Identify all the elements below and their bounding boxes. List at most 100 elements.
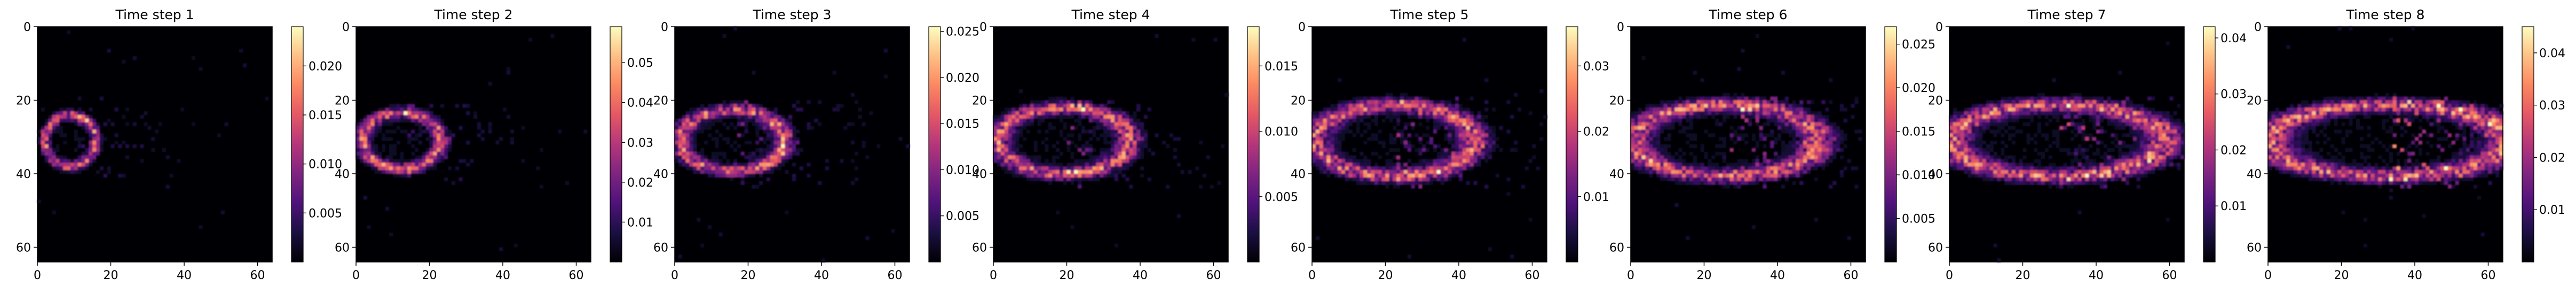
heatmap-cell <box>477 133 481 137</box>
heatmap-cell <box>766 111 771 115</box>
heatmap-cell <box>1078 111 1082 115</box>
heatmap-cell <box>2059 107 2064 112</box>
heatmap-cell <box>1645 155 1649 159</box>
heatmap-cell <box>1784 163 1789 167</box>
heatmap-cell <box>730 100 734 104</box>
heatmap-cell <box>862 122 866 126</box>
heatmap-cell <box>1741 133 1745 137</box>
colorbar-tick-label: 0.010 <box>1265 126 1298 139</box>
heatmap-cell <box>1949 163 1954 167</box>
heatmap-cell <box>1015 118 1020 123</box>
heatmap-cell <box>1774 177 1778 182</box>
heatmap-cell <box>2162 144 2166 149</box>
heatmap-cell <box>1982 159 1987 163</box>
heatmap-cell <box>1832 133 1837 137</box>
heatmap-cell <box>1433 148 1437 152</box>
heatmap-cell <box>2169 137 2174 141</box>
heatmap-cell <box>1000 126 1005 130</box>
heatmap-cell <box>2129 170 2134 174</box>
heatmap-cell <box>2085 96 2089 101</box>
heatmap-cell <box>689 166 693 171</box>
heatmap-cell <box>1631 144 1635 149</box>
heatmap-cell <box>693 129 697 134</box>
heatmap-cell <box>1693 111 1697 115</box>
heatmap-cell <box>1799 151 1804 156</box>
heatmap-cell <box>1059 166 1063 171</box>
heatmap-cell <box>147 126 152 130</box>
heatmap-cell <box>1111 141 1115 145</box>
heatmap-cell <box>1338 133 1342 137</box>
heatmap-cell <box>781 115 785 119</box>
heatmap-cell <box>1971 174 1976 178</box>
heatmap-cell <box>1993 141 1997 145</box>
heatmap-cell <box>1319 163 1323 167</box>
heatmap-cell <box>2147 159 2152 163</box>
heatmap-cell <box>382 159 386 163</box>
heatmap-cell <box>1792 170 1796 174</box>
heatmap-cell <box>2070 170 2075 174</box>
heatmap-cell <box>1396 129 1401 134</box>
heatmap-cell <box>81 163 85 167</box>
heatmap-cell <box>2166 159 2170 163</box>
heatmap-cell <box>356 126 360 130</box>
heatmap-cell <box>1426 181 1430 185</box>
heatmap-cell <box>1708 170 1712 174</box>
heatmap-cell <box>63 115 67 119</box>
heatmap-cell <box>415 170 419 174</box>
heatmap-cell <box>1111 166 1115 171</box>
heatmap-cell <box>704 163 708 167</box>
heatmap-cell <box>1396 104 1401 108</box>
heatmap-cell <box>1975 133 1979 137</box>
heatmap-cell <box>1821 115 1826 119</box>
heatmap-cell <box>2103 159 2107 163</box>
heatmap-cell <box>2085 166 2089 171</box>
heatmap-cell <box>2118 71 2122 75</box>
heatmap-cell <box>2008 126 2012 130</box>
heatmap-cell <box>1696 107 1701 112</box>
heatmap-cell <box>1829 133 1833 137</box>
heatmap-cell <box>382 118 386 123</box>
heatmap-cell <box>2092 118 2097 123</box>
heatmap-cell <box>1055 177 1060 182</box>
heatmap-cell <box>1100 115 1104 119</box>
heatmap-cell <box>1403 144 1408 149</box>
heatmap-cell <box>92 137 97 141</box>
heatmap-cell <box>1638 118 1642 123</box>
heatmap-cell <box>1674 100 1679 104</box>
heatmap-cell <box>1070 96 1074 101</box>
heatmap-cell <box>2147 133 2152 137</box>
heatmap-cell <box>425 163 430 167</box>
heatmap-cell <box>693 118 697 123</box>
heatmap-cell <box>1539 137 1544 141</box>
heatmap-cell <box>1048 107 1053 112</box>
heatmap-cell <box>1323 151 1327 156</box>
heatmap-cell <box>1356 181 1360 185</box>
heatmap-cell <box>1631 148 1635 152</box>
heatmap-cell <box>1784 96 1789 101</box>
heatmap-cell <box>1788 166 1792 171</box>
heatmap-cell <box>1964 148 1968 152</box>
heatmap-cell <box>1356 174 1360 178</box>
heatmap-cell <box>2092 111 2097 115</box>
heatmap-cell <box>1451 174 1456 178</box>
heatmap-cell <box>389 159 393 163</box>
heatmap-cell <box>2173 141 2177 145</box>
heatmap-cell <box>74 163 78 167</box>
heatmap-cell <box>1964 126 1968 130</box>
heatmap-cell <box>718 170 723 174</box>
heatmap-cell <box>1989 100 1994 104</box>
heatmap-cell <box>1319 126 1323 130</box>
heatmap-cell <box>685 115 690 119</box>
heatmap-cell <box>1953 144 1957 149</box>
heatmap-cell <box>359 126 364 130</box>
heatmap-cell <box>2129 115 2134 119</box>
heatmap-cell <box>1495 174 1499 178</box>
heatmap-cell <box>1041 100 1045 104</box>
heatmap-cell <box>1118 166 1122 171</box>
heatmap-cell <box>832 107 836 112</box>
heatmap-cell <box>2030 100 2034 104</box>
heatmap-cell <box>1411 104 1415 108</box>
heatmap-cell <box>2103 181 2107 185</box>
heatmap-cell <box>1979 174 1983 178</box>
heatmap-cell <box>1737 96 1741 101</box>
